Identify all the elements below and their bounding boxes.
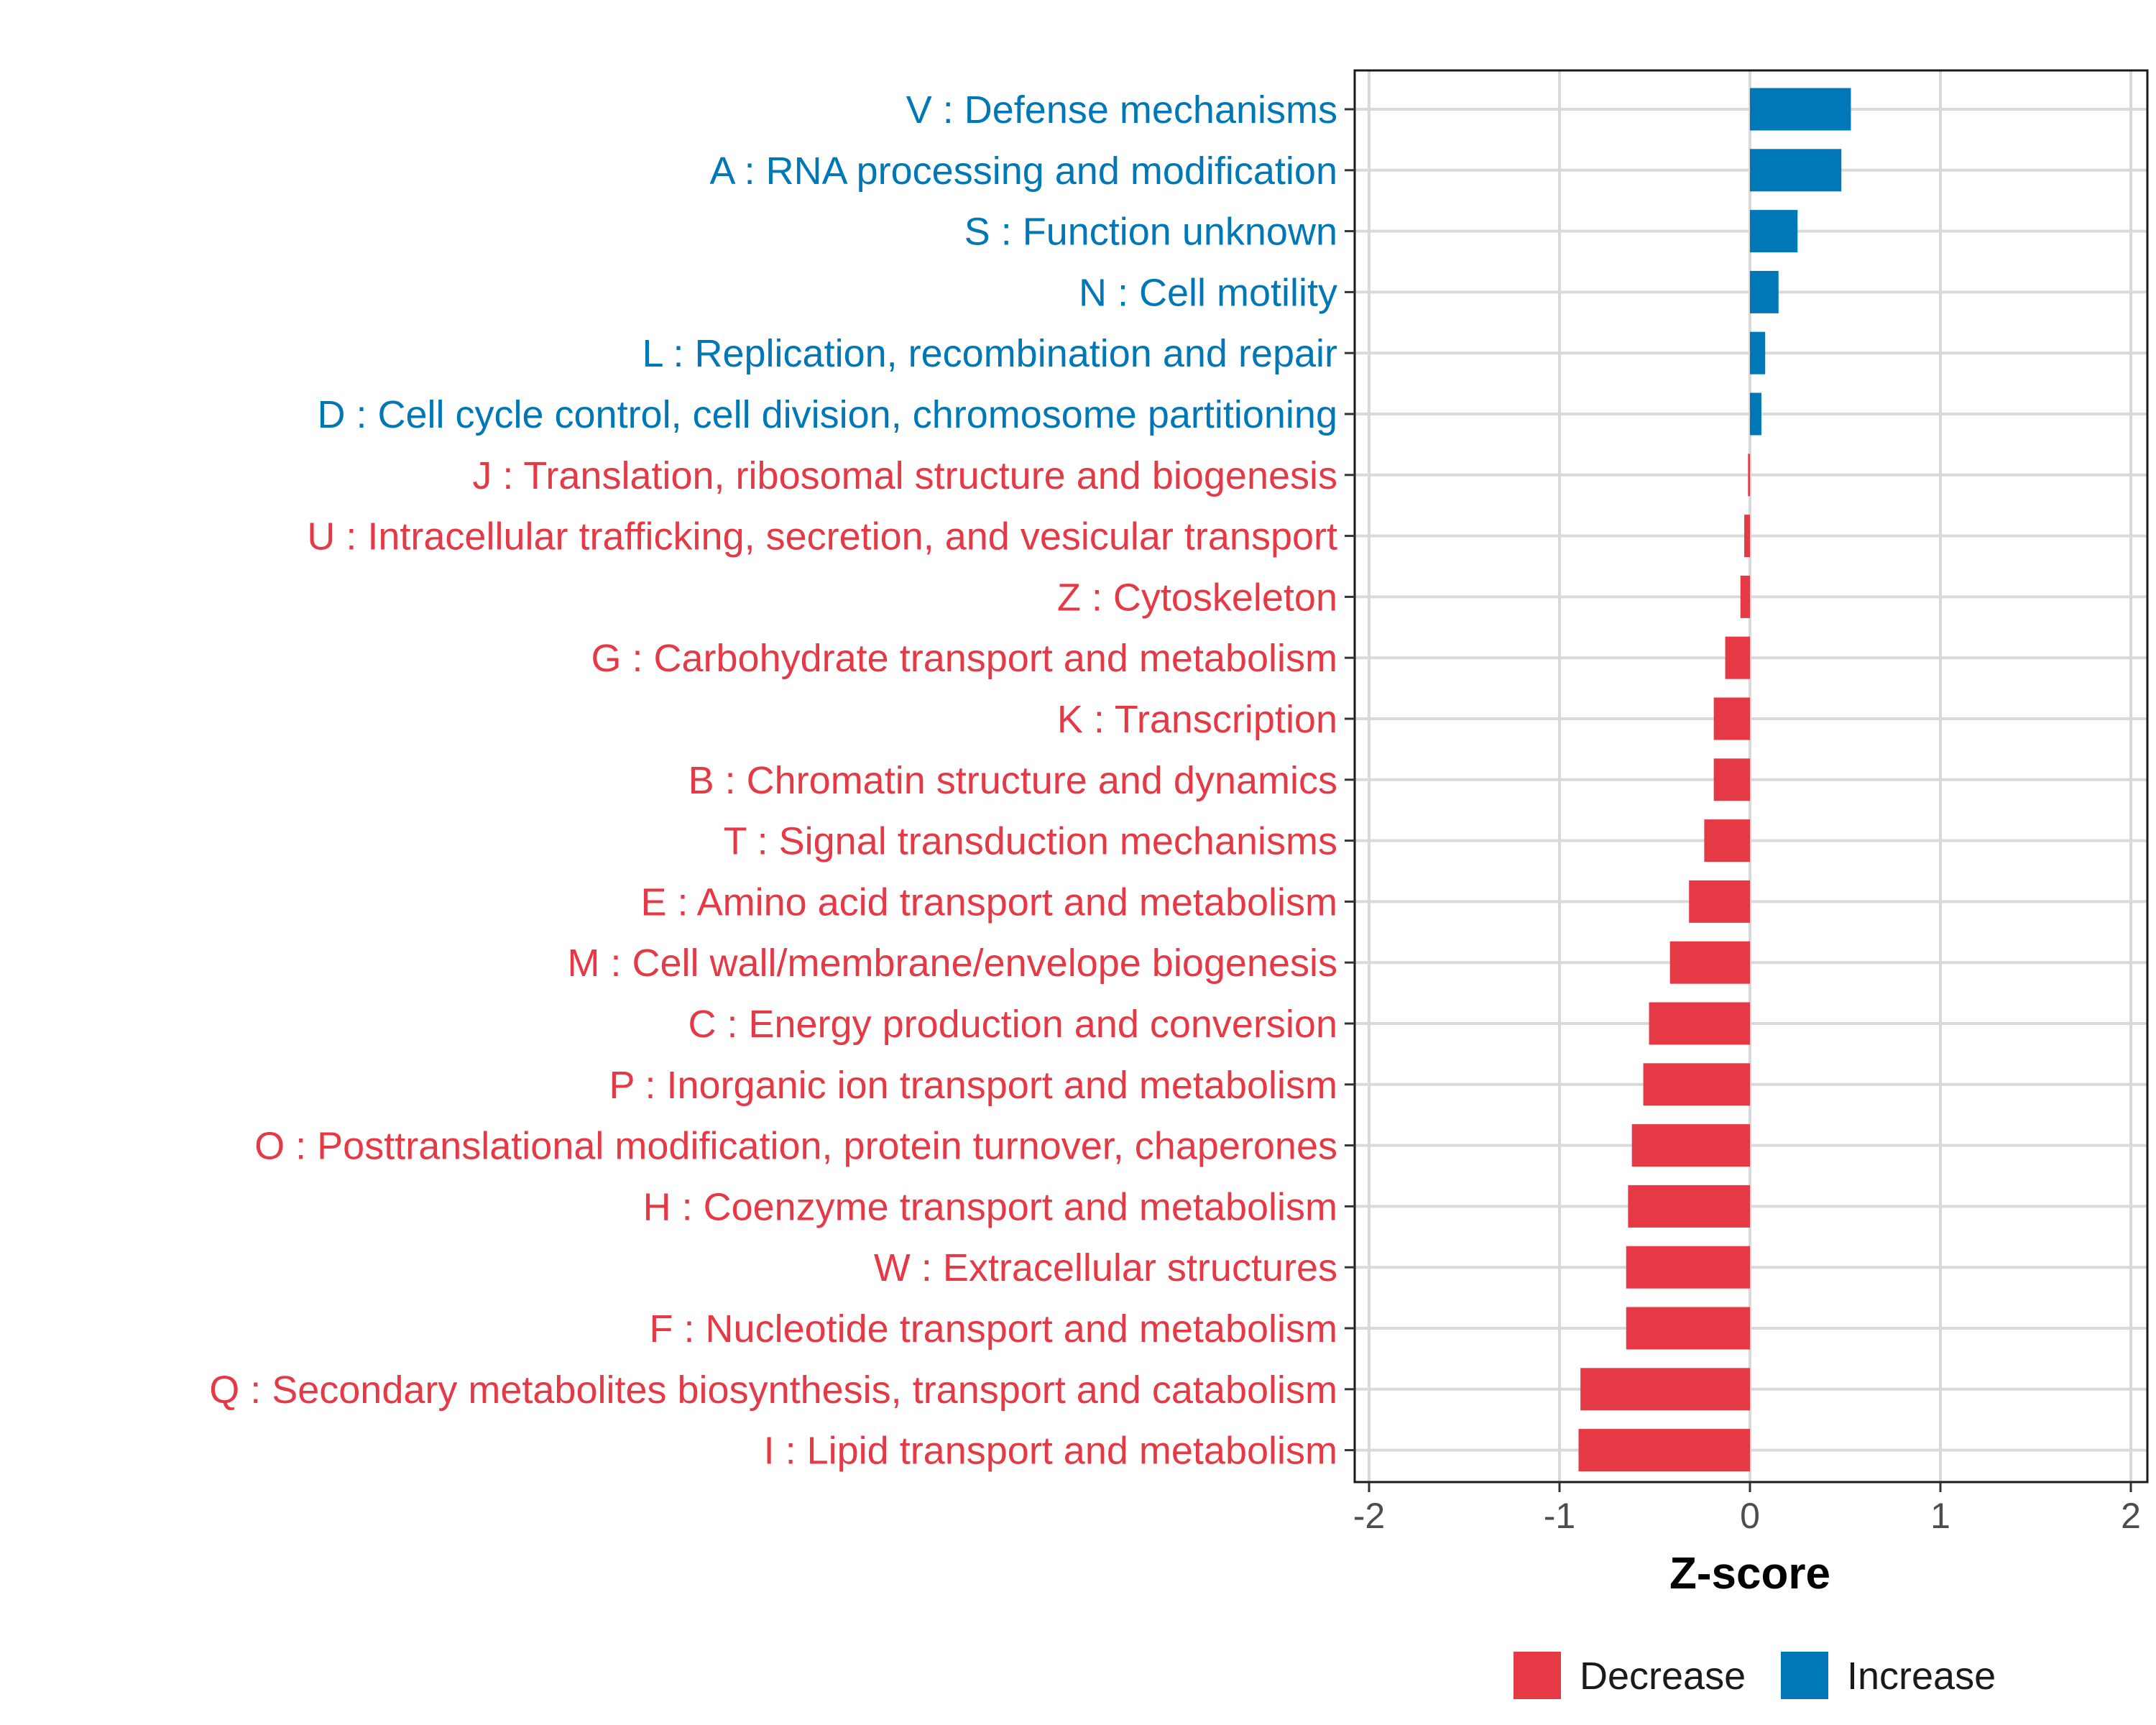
category-label-0: V : Defense mechanisms (906, 88, 1337, 132)
bar-5 (1750, 392, 1761, 436)
legend-label-decrease: Decrease (1580, 1655, 1746, 1698)
y-axis: V : Defense mechanisms A : RNA processing… (209, 88, 1355, 1473)
category-label-22: I : Lipid transport and metabolism (764, 1430, 1337, 1473)
x-tick-label-3: 1 (1930, 1496, 1950, 1536)
category-label-1: A : RNA processing and modification (710, 150, 1337, 193)
bar-3 (1750, 270, 1779, 313)
category-label-2: S : Function unknown (964, 211, 1337, 254)
x-axis: -2 -1 0 1 2 (1353, 1482, 2141, 1536)
bar-16 (1643, 1063, 1750, 1106)
category-label-21: Q : Secondary metabolites biosynthesis, … (209, 1368, 1337, 1412)
category-label-20: F : Nucleotide transport and metabolism (650, 1307, 1337, 1351)
category-label-7: U : Intracellular trafficking, secretion… (307, 515, 1337, 558)
bar-22 (1578, 1429, 1750, 1472)
bar-18 (1628, 1184, 1750, 1228)
x-tick-label-2: 0 (1740, 1496, 1760, 1536)
bar-12 (1704, 819, 1750, 862)
bar-9 (1725, 636, 1750, 679)
legend-key-decrease (1514, 1652, 1561, 1699)
category-label-3: N : Cell motility (1079, 271, 1337, 314)
bar-13 (1689, 880, 1750, 923)
bar-1 (1750, 149, 1842, 192)
category-label-8: Z : Cytoskeleton (1057, 576, 1337, 619)
category-label-15: C : Energy production and conversion (688, 1003, 1337, 1046)
category-label-6: J : Translation, ribosomal structure and… (472, 454, 1337, 497)
bar-6 (1748, 454, 1750, 497)
category-label-16: P : Inorganic ion transport and metaboli… (609, 1064, 1337, 1107)
category-label-17: O : Posttranslational modification, prot… (254, 1125, 1337, 1168)
category-label-12: T : Signal transduction mechanisms (724, 820, 1337, 863)
legend-label-increase: Increase (1847, 1655, 1996, 1698)
category-label-5: D : Cell cycle control, cell division, c… (317, 393, 1337, 436)
bar-10 (1713, 697, 1750, 740)
bar-2 (1750, 210, 1798, 253)
x-axis-title: Z-score (1669, 1549, 1830, 1598)
x-tick-label-0: -2 (1353, 1496, 1385, 1536)
bar-0 (1750, 88, 1851, 131)
x-tick-label-4: 2 (2121, 1496, 2141, 1536)
category-label-19: W : Extracellular structures (874, 1246, 1337, 1289)
bar-19 (1626, 1246, 1750, 1289)
bar-15 (1649, 1002, 1750, 1045)
legend-key-increase (1781, 1652, 1828, 1699)
bar-20 (1626, 1307, 1750, 1350)
category-label-9: G : Carbohydrate transport and metabolis… (591, 637, 1338, 680)
x-tick-label-1: -1 (1544, 1496, 1575, 1536)
bar-17 (1631, 1124, 1750, 1167)
category-label-13: E : Amino acid transport and metabolism (641, 880, 1337, 924)
bar-layer (1578, 88, 1851, 1472)
category-label-10: K : Transcription (1057, 698, 1337, 741)
bar-4 (1750, 331, 1766, 374)
bar-11 (1713, 758, 1750, 801)
category-label-18: H : Coenzyme transport and metabolism (643, 1185, 1337, 1228)
bar-8 (1740, 575, 1750, 618)
category-label-14: M : Cell wall/membrane/envelope biogenes… (567, 942, 1337, 985)
bar-7 (1744, 515, 1750, 558)
legend: Decrease Increase (1514, 1652, 1996, 1699)
grid-layer (1355, 70, 2147, 1482)
bar-21 (1580, 1368, 1750, 1411)
category-label-4: L : Replication, recombination and repai… (642, 332, 1337, 375)
category-label-11: B : Chromatin structure and dynamics (688, 759, 1337, 802)
bar-14 (1669, 941, 1750, 984)
